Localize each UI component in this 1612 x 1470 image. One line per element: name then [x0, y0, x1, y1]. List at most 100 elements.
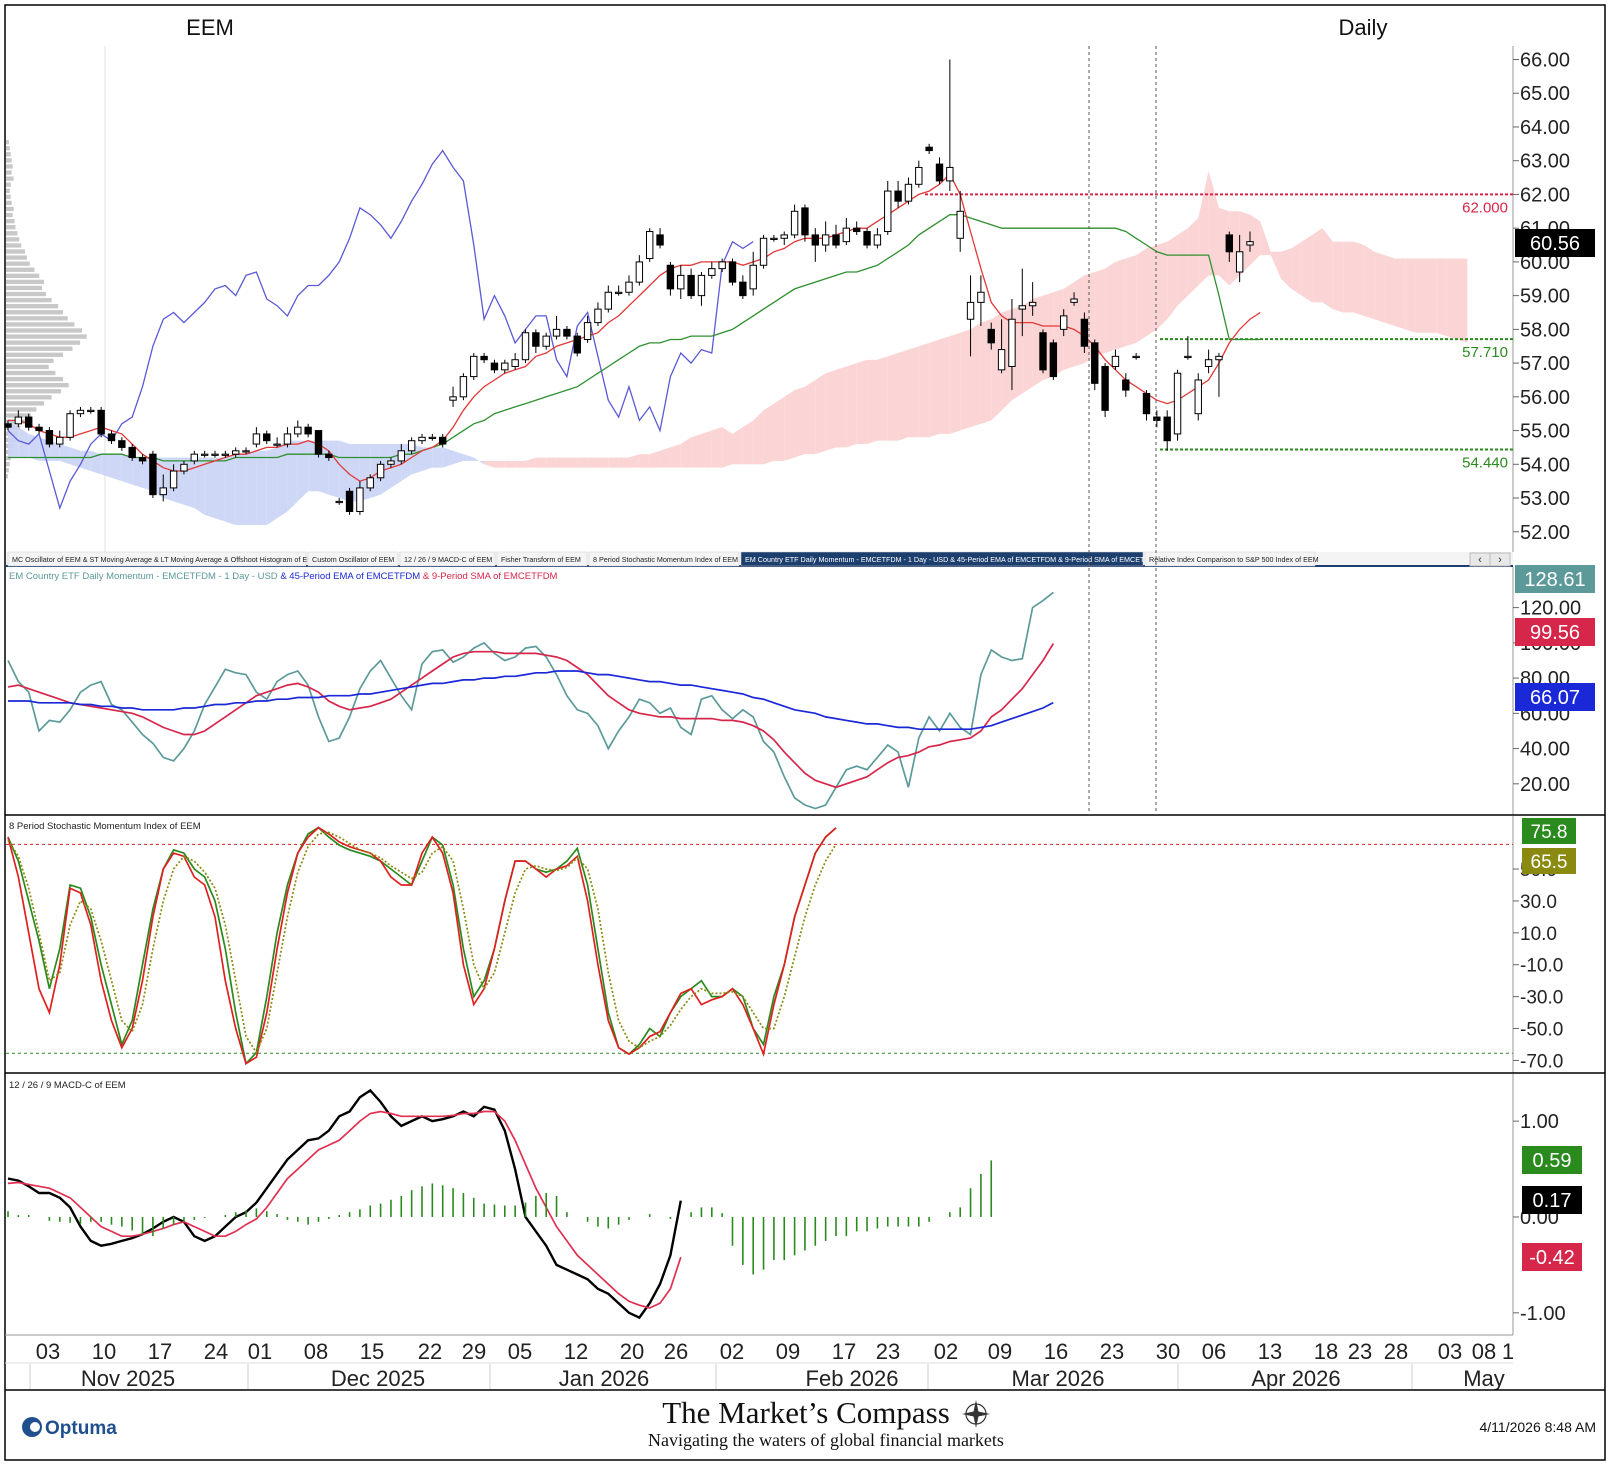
volume-profile-bar [6, 170, 12, 175]
volume-profile-bar [6, 285, 43, 291]
stoch-legend: 8 Period Stochastic Momentum Index of EE… [9, 821, 201, 832]
indicator-tab-label[interactable]: EM Country ETF Daily Momentum - EMCETFDM… [745, 555, 1160, 564]
price-tick-label: 53.00 [1520, 488, 1570, 510]
cloud-bear-segment [1291, 241, 1302, 296]
candle-body [1091, 342, 1099, 384]
candle-body [790, 210, 799, 236]
candle-body [376, 463, 385, 479]
cloud-bear-segment [908, 346, 919, 438]
day-tick-label: 12 [564, 1339, 588, 1364]
day-tick-label: 23 [1100, 1339, 1124, 1364]
cloud-bear-segment [608, 457, 619, 468]
volume-profile-bar [6, 474, 8, 479]
footer-title: The Market’s Compass [662, 1395, 950, 1430]
price-tick-label: 66.00 [1520, 49, 1570, 71]
stoch-last-badge [1522, 818, 1576, 844]
candle-body [780, 234, 788, 239]
volume-profile-bar [6, 376, 63, 382]
series-line [7, 826, 837, 1066]
indicator-tab-label[interactable]: Fisher Transform of EEM [501, 555, 581, 564]
cloud-bull-segment [453, 450, 464, 465]
momentum-last-value: 128.61 [1524, 569, 1585, 591]
momentum-panel: EM Country ETF Daily Momentum - EMCETFDM… [7, 565, 1595, 815]
price-tick-label: 55.00 [1520, 421, 1570, 443]
tab-scroll-left[interactable]: ‹ [1469, 552, 1491, 567]
cloud-bull-segment [49, 440, 60, 461]
candle-body [190, 453, 199, 462]
cloud-bear-segment [587, 457, 598, 468]
candle-body [449, 396, 457, 401]
day-tick-label: 23 [1348, 1339, 1372, 1364]
month-label: May [1463, 1366, 1505, 1391]
day-tick-label: 02 [720, 1339, 744, 1364]
cloud-bear-segment [1312, 228, 1323, 303]
stoch-last-badge [1522, 848, 1576, 874]
momentum-last-value: 99.56 [1530, 622, 1580, 644]
candle-body [521, 332, 530, 361]
cloud-bear-segment [711, 427, 723, 468]
indicator-tab-label[interactable]: MC Oscillator of EEM & ST Moving Average… [12, 555, 318, 564]
candle-body [1111, 355, 1120, 367]
cloud-bull-segment [463, 454, 474, 461]
indicator-tab-label[interactable]: 8 Period Stochastic Momentum Index of EE… [593, 555, 738, 564]
chevron-right-icon: › [1498, 554, 1502, 566]
candle-body [490, 362, 499, 371]
indicator-tab-label[interactable]: 12 / 26 / 9 MACD-C of EEM [404, 555, 492, 564]
candle-body [1153, 416, 1161, 421]
cloud-bear-segment [1301, 234, 1313, 303]
volume-profile-bar [6, 188, 10, 193]
cloud-bull-segment [277, 440, 288, 519]
cloud-bull-segment [432, 447, 443, 468]
indicator-tab-label[interactable]: Custom Oscillator of EEM [312, 555, 394, 564]
stochastic-lines [6, 826, 1513, 1066]
cloud-bear-segment [680, 437, 692, 468]
volume-profile-bar [6, 340, 81, 345]
candle-body [1235, 251, 1244, 273]
day-tick-label: 30 [1156, 1339, 1180, 1364]
candle-body [1070, 298, 1078, 303]
candle-body [801, 207, 809, 236]
candle-body [708, 268, 716, 276]
tab-scroll-right[interactable]: › [1489, 552, 1511, 567]
candle-body [45, 430, 54, 445]
momentum-lines [7, 591, 1055, 810]
candle-body [946, 166, 954, 182]
brand-name: Optuma [45, 1418, 117, 1439]
macd-last-badge [1522, 1243, 1582, 1271]
axis-tick-label: -50.0 [1520, 1020, 1563, 1041]
candle-body [563, 328, 571, 337]
indicator-tab-label[interactable]: Relative Index Comparison to S&P 500 Ind… [1149, 555, 1319, 564]
candle-body [480, 355, 488, 361]
candle-body [718, 261, 726, 270]
candle-body [635, 261, 644, 283]
candle-body [677, 274, 685, 290]
cloud-bear-segment [856, 359, 868, 445]
axis-tick-label: -30.0 [1520, 988, 1563, 1009]
cloud-bear-segment [1374, 251, 1385, 323]
day-tick-label: 20 [620, 1339, 644, 1364]
volume-profile-bar [6, 383, 69, 388]
cloud-bear-segment [670, 444, 681, 468]
cloud-bear-segment [877, 356, 888, 441]
volume-profile-bar [6, 182, 11, 187]
axis-tick-label: -1.00 [1520, 1303, 1566, 1325]
candles [4, 59, 1254, 515]
day-tick-label: 17 [148, 1339, 172, 1364]
candle-body [97, 409, 105, 435]
cloud-bear-segment [929, 339, 940, 438]
candle-body [138, 457, 147, 462]
volume-profile-bar [6, 461, 10, 467]
candle-body [35, 426, 43, 432]
volume-profile-bar [6, 322, 75, 327]
candle-body [356, 487, 364, 513]
compass-rose-icon [962, 1400, 990, 1428]
candle-body [1080, 318, 1089, 347]
volume-profile-bar [6, 346, 73, 351]
indicator-tab [588, 551, 740, 567]
cloud-bull-segment [132, 457, 143, 488]
stoch-last-value: 65.5 [1531, 852, 1568, 873]
candle-body [232, 450, 240, 455]
stochastic-axis: 50.030.010.0-10.0-30.0-50.0-70.075.865.5 [1513, 818, 1576, 1072]
volume-profile-bar [6, 358, 54, 364]
